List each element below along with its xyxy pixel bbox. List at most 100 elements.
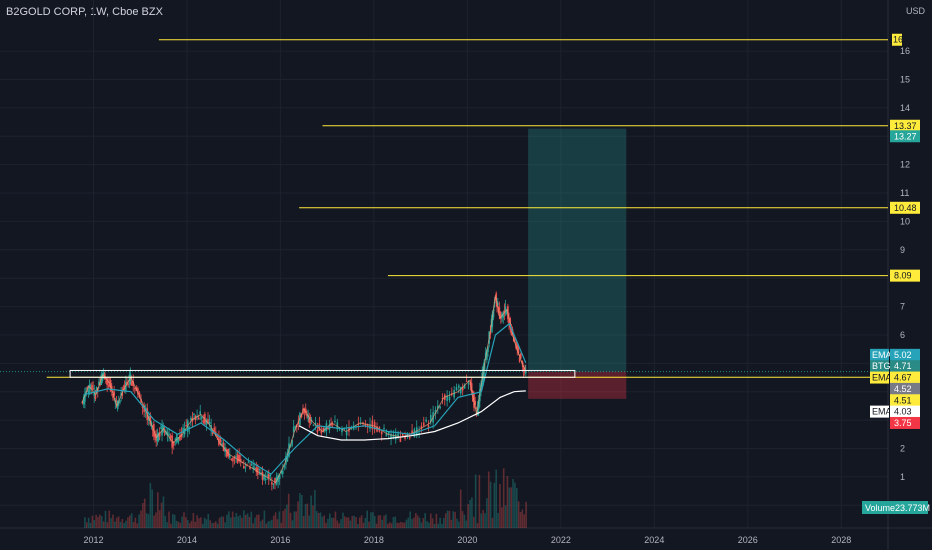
price-candle	[128, 375, 131, 382]
price-candle	[467, 383, 470, 385]
price-candle	[108, 384, 111, 387]
volume-bar	[357, 523, 359, 528]
volume-bar	[521, 509, 524, 528]
price-candle	[439, 406, 441, 409]
volume-bar	[362, 522, 365, 528]
price-candle	[126, 381, 128, 384]
target-zone[interactable]	[528, 128, 627, 372]
volume-bar	[160, 502, 163, 528]
volume-bar	[321, 516, 324, 528]
volume-bar	[304, 504, 307, 528]
volume-bar	[280, 522, 283, 528]
volume-bar	[431, 518, 434, 528]
x-tick-label: 2018	[364, 535, 384, 545]
price-candle	[93, 391, 96, 396]
price-candle	[458, 385, 460, 388]
y-tick-label: 6	[900, 330, 905, 340]
price-candle	[331, 424, 334, 426]
volume-bar	[121, 519, 124, 528]
price-candle	[235, 456, 237, 458]
price-candle	[429, 415, 432, 422]
price-candle	[278, 474, 281, 479]
volume-bar	[452, 511, 455, 528]
volume-bar	[497, 512, 499, 528]
price-candle	[221, 443, 223, 447]
price-candle	[463, 384, 466, 389]
volume-bar	[254, 517, 256, 528]
price-tag: 10.48	[894, 203, 917, 213]
volume-bar	[220, 516, 223, 528]
price-candle	[294, 425, 297, 428]
volume-tag-label: Volume	[865, 503, 895, 513]
volume-bar	[493, 482, 496, 528]
price-candle	[283, 465, 286, 468]
volume-bar	[482, 510, 484, 528]
price-candle	[244, 467, 247, 469]
price-candle	[257, 467, 259, 475]
volume-bar	[183, 512, 185, 528]
price-candle	[441, 397, 444, 399]
volume-bar	[433, 523, 436, 528]
volume-bar	[130, 513, 133, 528]
volume-bar	[106, 522, 109, 528]
price-candle	[197, 417, 200, 420]
price-candle	[239, 458, 242, 462]
volume-bar	[332, 517, 335, 528]
volume-bar	[127, 517, 129, 528]
volume-bar	[203, 517, 206, 528]
volume-bar	[413, 517, 415, 528]
volume-bar	[458, 521, 460, 528]
price-tag: 8.09	[894, 271, 912, 281]
volume-bar	[416, 515, 419, 528]
range-rectangle[interactable]	[69, 369, 576, 378]
volume-bar	[501, 507, 503, 528]
price-candle	[271, 482, 273, 485]
price-candle	[415, 427, 418, 436]
volume-bar	[263, 510, 266, 528]
price-candle	[281, 470, 284, 474]
volume-bar	[151, 489, 154, 528]
volume-bar	[85, 522, 88, 528]
price-candle	[320, 430, 323, 434]
volume-bar	[379, 515, 382, 528]
volume-tag-bg	[862, 501, 928, 514]
price-candle	[291, 439, 293, 446]
price-candle	[130, 381, 133, 386]
volume-bar	[510, 487, 512, 528]
volume-bar	[93, 520, 96, 528]
price-candle	[211, 432, 214, 435]
volume-bar	[261, 519, 264, 528]
volume-bar	[205, 519, 208, 528]
x-tick-label: 2012	[83, 535, 103, 545]
volume-bar	[506, 476, 509, 528]
price-candle	[510, 327, 513, 335]
volume-bar	[235, 512, 238, 528]
volume-bar	[257, 514, 260, 528]
volume-bar	[377, 515, 380, 528]
volume-bar	[84, 517, 86, 528]
price-candle	[486, 350, 488, 360]
price-candle	[250, 464, 253, 466]
volume-bar	[459, 489, 462, 528]
volume-bar	[252, 523, 254, 528]
volume-bar	[358, 517, 361, 528]
volume-bar	[340, 519, 342, 528]
ema-slow-line[interactable]	[298, 390, 526, 441]
price-candle	[94, 395, 97, 399]
stop-zone[interactable]	[528, 371, 627, 399]
price-tag-bg	[890, 130, 920, 143]
volume-bar	[450, 519, 453, 528]
price-tag-prefix-bg	[870, 371, 889, 384]
volume-bar	[392, 517, 395, 528]
price-candle	[448, 396, 451, 401]
price-candle	[500, 316, 502, 319]
price-tag-prefix: EMA	[872, 373, 892, 383]
volume-bar	[168, 511, 170, 528]
price-candle	[496, 302, 499, 306]
volume-bar	[112, 514, 114, 528]
price-candle	[174, 438, 177, 440]
volume-bar	[125, 520, 127, 528]
ema-fast-line[interactable]	[83, 322, 527, 475]
price-candle	[420, 425, 423, 429]
